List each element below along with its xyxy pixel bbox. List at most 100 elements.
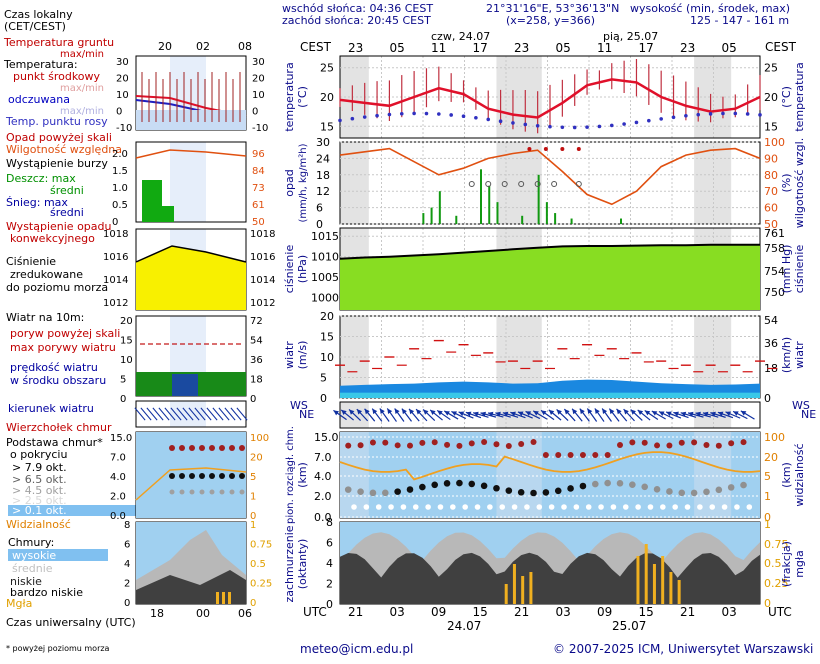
- storm-marker: [534, 181, 541, 187]
- bottom-hour-label: 21: [680, 605, 695, 619]
- legend-wind-kmh-tick: 36: [250, 355, 263, 366]
- legend-cloud-base-dot: [209, 489, 215, 495]
- legend-fog-tick: 1: [250, 520, 256, 531]
- bottom-date1: 24.07: [447, 619, 481, 633]
- wind-arrow: [740, 410, 755, 420]
- top-hour-label: 05: [722, 41, 737, 55]
- press-axis-label: ciśnienie: [283, 245, 296, 294]
- cloud-top-dot: [579, 452, 586, 458]
- cloud-base-dot-low: [375, 504, 382, 510]
- wind-arrow-head: [372, 408, 378, 415]
- dewpoint-dot: [498, 119, 503, 123]
- dewpoint-dot: [733, 111, 738, 116]
- wind-arrow-head: [688, 411, 694, 417]
- wind-tick: 0: [320, 392, 327, 405]
- wind-arrow-head: [680, 411, 687, 417]
- legend-wind-arrow-shaft: [230, 407, 242, 421]
- cloud-base-dot-low: [425, 504, 431, 510]
- wind-arrow: [495, 411, 511, 418]
- legend-wind-arrow: [224, 407, 236, 421]
- cb-tick: 2.0: [314, 490, 332, 503]
- legend-precip-tick: 0: [112, 217, 118, 228]
- wind-axis-unit: (m/s): [296, 341, 309, 370]
- temp-tick-left: 15: [320, 120, 334, 133]
- legend-cloud-top-dot: [189, 445, 195, 451]
- wind-arrow-head: [587, 408, 593, 415]
- utc-left: UTC: [303, 605, 327, 619]
- wind-arrow-head: [541, 410, 547, 416]
- bottom-hour-label: 09: [431, 605, 446, 619]
- rain-bar: [537, 174, 540, 224]
- legend-max-gust: max porywy wiatru: [10, 341, 116, 354]
- cloud-top-dot: [728, 440, 735, 447]
- legend-wind-arrow: [170, 407, 182, 421]
- wind-arrow-head: [673, 411, 679, 417]
- dewpoint-dot: [708, 112, 713, 116]
- cloud-base-dot-low: [388, 504, 394, 510]
- legend-wind-arrow-shaft: [158, 407, 170, 421]
- wind-arrow: [502, 411, 519, 418]
- legend-avg-wind-2: w środku obszaru: [10, 374, 106, 387]
- cloud-base-dot-low: [548, 504, 555, 510]
- hum-axis-label: wilgotność wzgl.: [793, 138, 806, 228]
- storm-marker: [518, 181, 525, 187]
- cloud-base-dot-low: [400, 504, 407, 510]
- footer-email[interactable]: meteo@icm.edu.pl: [300, 642, 413, 656]
- bottom-hour-label: 15: [639, 605, 654, 619]
- legend-conv-1: Wystąpienie opadu: [6, 220, 111, 233]
- bottom-hour-label: 09: [597, 605, 612, 619]
- legend-night-band: [170, 142, 206, 222]
- wind-arrow-head: [517, 411, 524, 417]
- temp-axis-unit: (°C): [296, 86, 309, 108]
- wind-arrow-head: [695, 411, 701, 417]
- wind-arrow: [548, 409, 562, 421]
- temp-tick-right: 20: [764, 91, 778, 104]
- grid-text: (x=258, y=366): [506, 14, 595, 27]
- legend-wind-kmh-tick: 0: [250, 394, 256, 405]
- wind-arrow-head: [623, 409, 629, 415]
- legend-local-hour: 08: [238, 40, 252, 53]
- precip-axis-label: opad: [283, 169, 296, 196]
- legend-fog-bar: [228, 592, 231, 604]
- legend-fog-tick: 0.5: [250, 559, 266, 570]
- rain-bar: [496, 202, 499, 224]
- cloud-base-dot: [727, 484, 735, 491]
- legend-vis-tick: 1: [250, 492, 256, 503]
- legend-cloud-base-dot: [199, 489, 205, 495]
- legend-snow: Śnieg: max: [6, 196, 68, 209]
- legend-precip-tick: 1.0: [112, 183, 128, 194]
- top-hour-label: 23: [514, 41, 529, 55]
- cloud-base-dot-low: [487, 504, 493, 510]
- legend-cloud-base-dot: [239, 489, 245, 495]
- hum-tick: 50: [764, 218, 778, 231]
- cb-night-band: [340, 432, 369, 518]
- legend-wind-arrow: [134, 407, 146, 421]
- cloud-base-dot-low: [610, 504, 617, 510]
- cloud-top-dot: [542, 452, 549, 458]
- vis-tick: 5: [764, 470, 771, 483]
- legend-wind-arrow-shaft: [194, 407, 206, 421]
- legend-press-tick: 1012: [103, 298, 128, 309]
- legend-pressure-line: [135, 245, 247, 263]
- dewpoint-dot: [560, 125, 565, 130]
- temp-axis-label: temperatura: [283, 62, 296, 131]
- dewpoint-dot: [387, 112, 392, 117]
- legend-wind-kmh-tick: 72: [250, 316, 263, 327]
- legend-hum-tick: 61: [252, 200, 265, 211]
- legend-cloud-base-2: o pokryciu: [10, 448, 67, 461]
- cloud-base-dot-low: [635, 504, 641, 510]
- press-mm-axis-unit: (mm Hg): [780, 245, 793, 294]
- wind-direction-panel: [333, 408, 755, 422]
- wind-arrow-head: [609, 408, 615, 415]
- cloud-base-dot: [554, 487, 562, 495]
- cloud-top-dot: [555, 452, 562, 458]
- cloud-base-dot: [443, 480, 451, 487]
- legend-cloud-base-dot: [189, 489, 195, 495]
- wind-arrow: [532, 410, 548, 420]
- wind-arrow-head: [733, 411, 739, 416]
- legend-wind-arrow: [176, 407, 188, 421]
- precip-above-marker: [543, 147, 548, 151]
- cb-axis-label: pion. rozciągł. chm.: [285, 426, 296, 524]
